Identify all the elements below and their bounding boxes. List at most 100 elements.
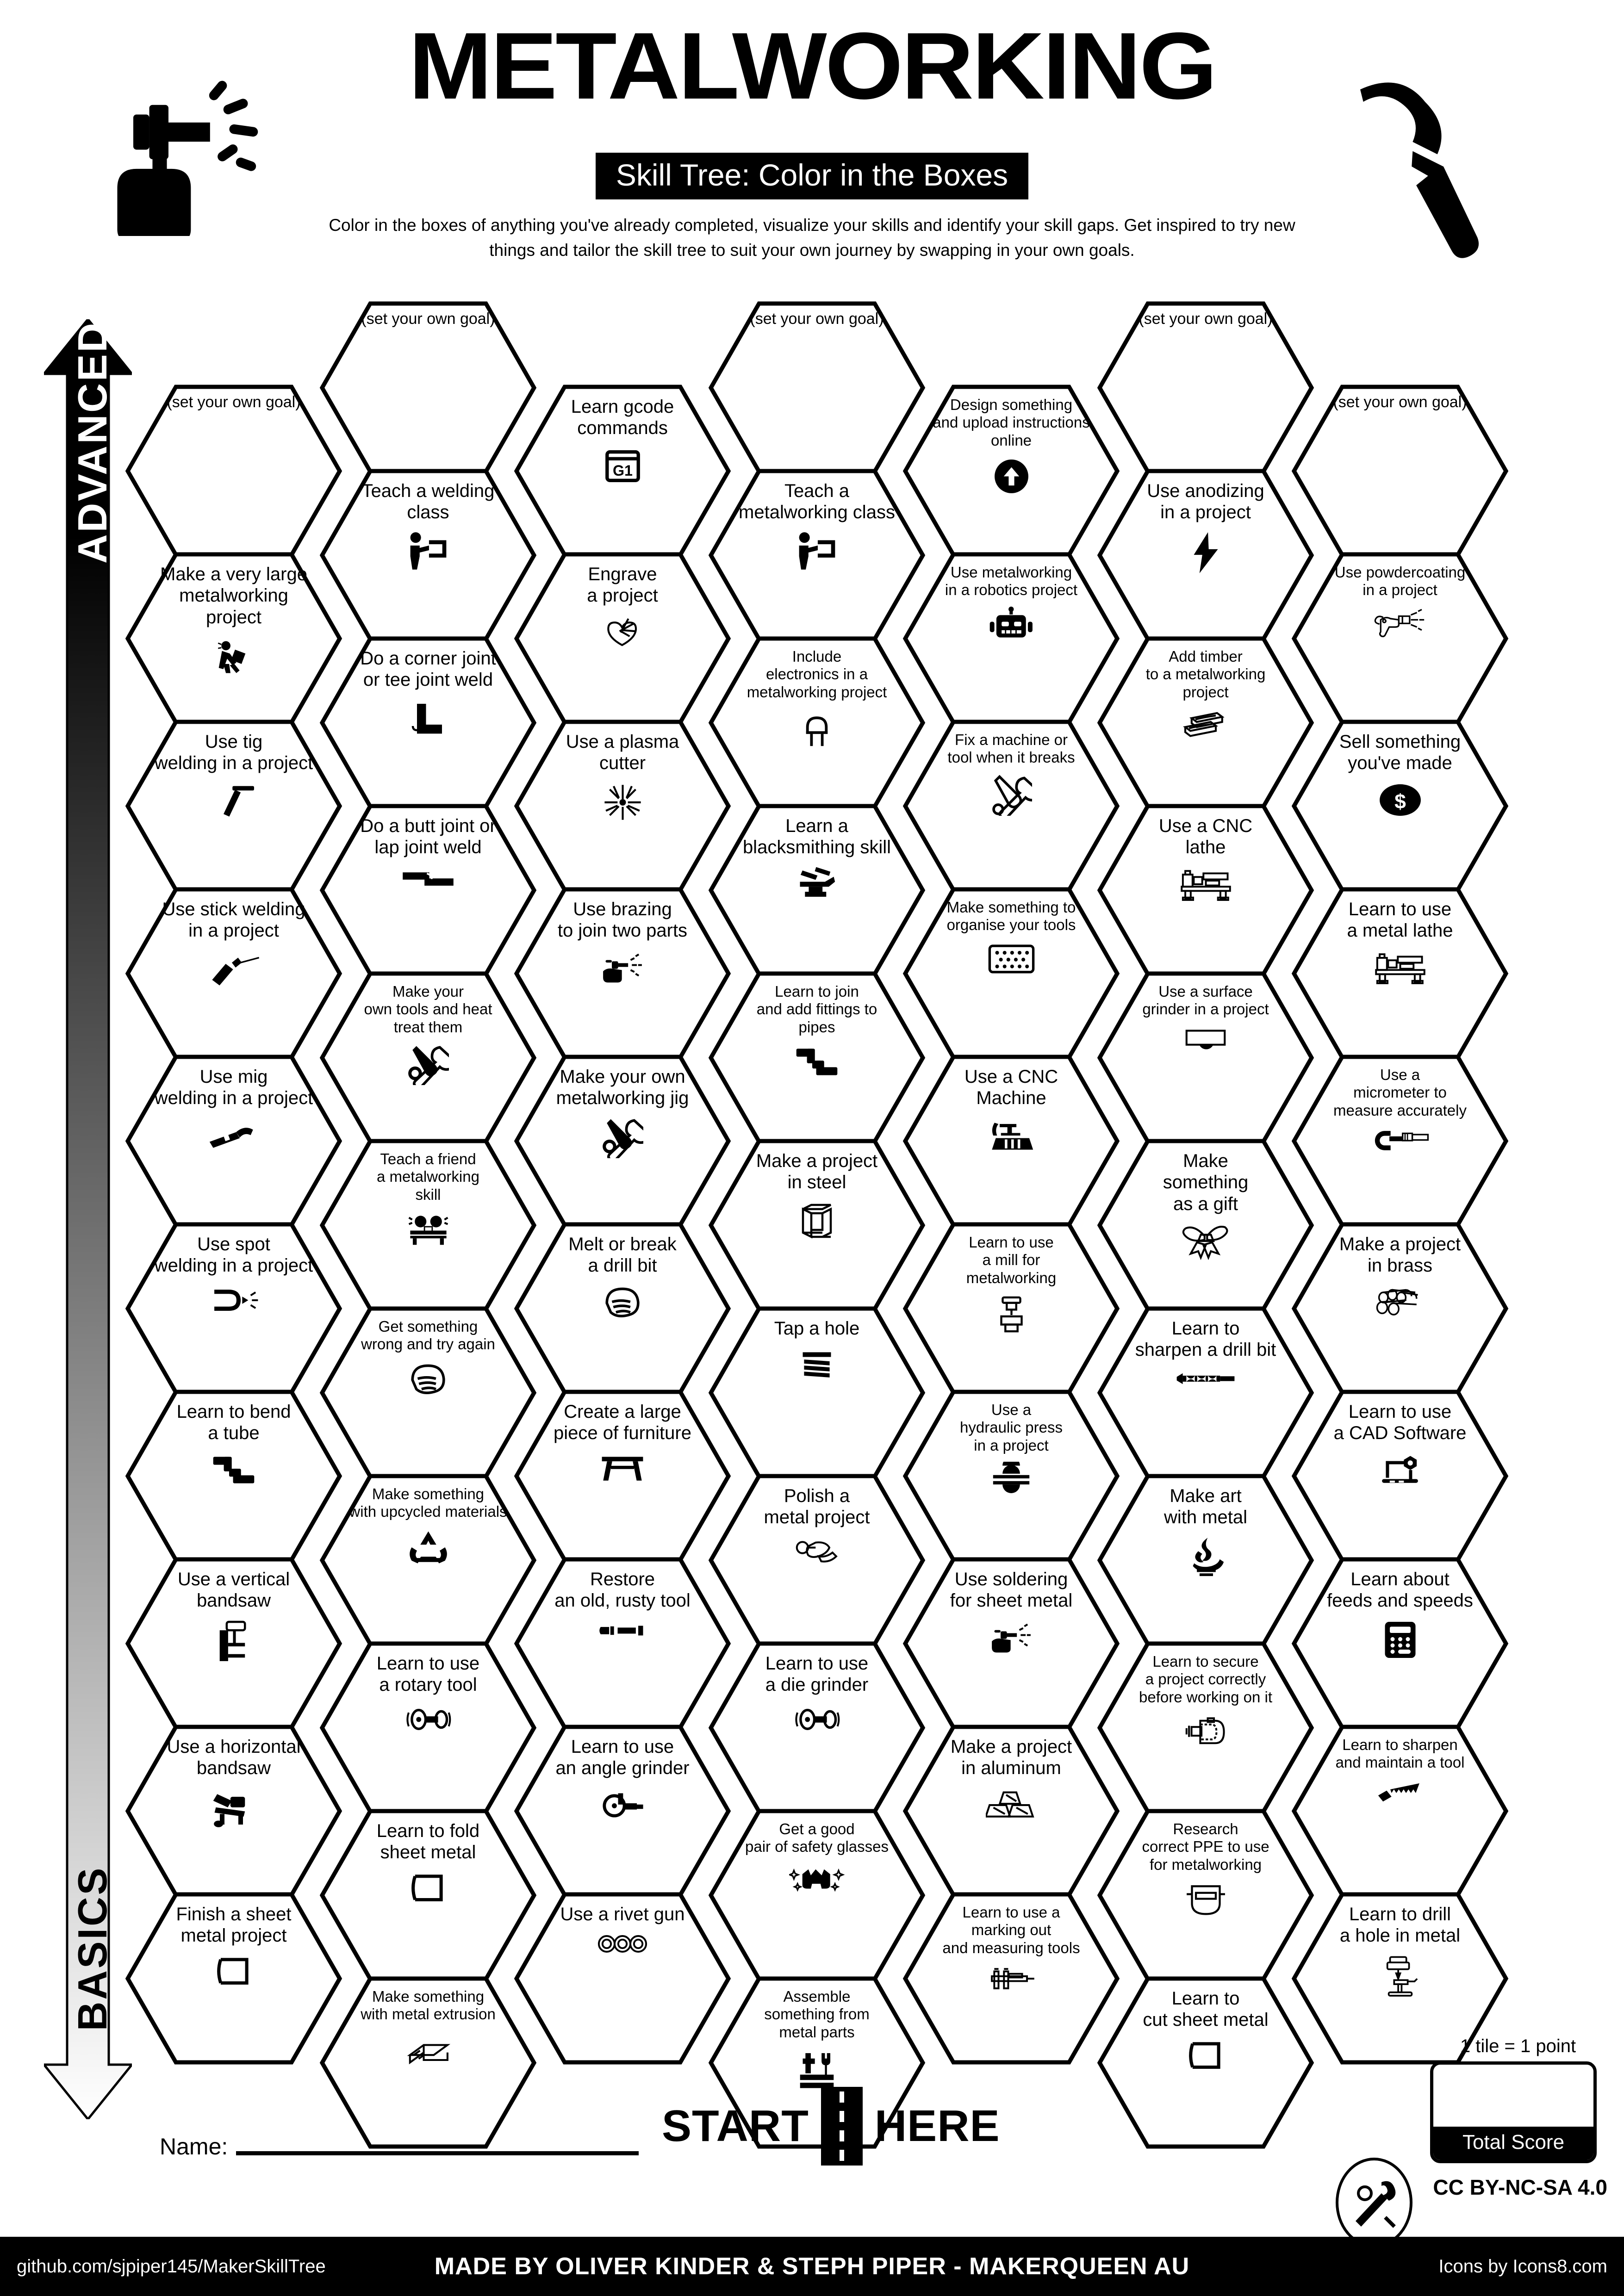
welding-mask-icon <box>1184 1881 1228 1918</box>
skill-tile-label: Melt or break a drill bit <box>568 1234 677 1276</box>
skill-tile[interactable]: Add timber to a metalworking project <box>1097 636 1314 809</box>
skill-tile-label: Learn to cut sheet metal <box>1143 1988 1269 2030</box>
rotary-tool-icon <box>405 1703 451 1736</box>
skill-tile[interactable]: Use metalworking in a robotics project <box>902 552 1120 725</box>
skill-tile[interactable]: Use soldering for sheet metal <box>902 1557 1120 1730</box>
skill-tile[interactable]: Engrave a project <box>514 552 731 725</box>
skill-tile-label: Use soldering for sheet metal <box>950 1569 1073 1611</box>
skill-tile-label: Teach a welding class <box>361 481 495 523</box>
skill-tile-label: Teach a friend a metalworking skill <box>377 1150 479 1203</box>
skill-tile[interactable]: Make something with metal extrusion <box>319 1976 537 2149</box>
ingots-icon <box>986 1787 1037 1824</box>
two-people-icon <box>406 1211 450 1250</box>
skill-tile[interactable]: Melt or break a drill bit <box>514 1222 731 1395</box>
skill-tile[interactable]: Make something to organise your tools <box>902 887 1120 1060</box>
skill-tile[interactable]: Include electronics in a metalworking pr… <box>708 636 926 809</box>
name-write-line[interactable] <box>236 2151 639 2155</box>
skill-tile[interactable]: Teach a welding class <box>319 468 537 642</box>
skill-tile-label: Fix a machine or tool when it breaks <box>947 731 1075 766</box>
skill-tile[interactable]: Make art with metal <box>1097 1473 1314 1647</box>
sheet-metal-fold-icon <box>407 1871 449 1908</box>
skill-tile[interactable]: Learn to use an angle grinder <box>514 1724 731 1898</box>
skill-tile-label: Learn to use an angle grinder <box>555 1737 690 1779</box>
skill-tile[interactable]: Sell something you've made $ <box>1291 719 1509 893</box>
skill-tile[interactable]: Make a project in brass <box>1291 1222 1509 1395</box>
skill-tile[interactable]: Use mig welding in a project <box>125 1054 342 1228</box>
skill-tile-label: Tap a hole <box>774 1318 860 1339</box>
total-score-box[interactable]: Total Score <box>1430 2061 1597 2163</box>
skill-tile[interactable]: Use tig welding in a project <box>125 719 342 893</box>
skill-tile[interactable]: (set your own goal) <box>319 301 537 474</box>
skill-tile[interactable]: Fix a machine or tool when it breaks <box>902 719 1120 893</box>
page-description: Color in the boxes of anything you've al… <box>329 216 1295 260</box>
skill-tile[interactable]: Learn to cut sheet metal <box>1097 1976 1314 2149</box>
skill-tile[interactable]: Use a CNC lathe <box>1097 803 1314 977</box>
skill-tile[interactable]: Learn to use a CAD Software <box>1291 1389 1509 1563</box>
skill-tile[interactable]: (set your own goal) <box>1291 384 1509 558</box>
skill-tile[interactable]: Learn to join and add fittings to pipes <box>708 971 926 1144</box>
skill-tile[interactable]: Use powdercoating in a project <box>1291 552 1509 725</box>
skill-tile[interactable]: Use a rivet gun <box>514 1892 731 2065</box>
skill-tile[interactable]: Learn a blacksmithing skill <box>708 803 926 977</box>
skill-tile-label: Use brazing to join two parts <box>557 899 688 941</box>
skill-tile[interactable]: Use spot welding in a project <box>125 1222 342 1395</box>
gift-bow-icon <box>1179 1222 1232 1261</box>
skill-tile[interactable]: Learn to use a marking out and measuring… <box>902 1892 1120 2065</box>
skill-tile[interactable]: Use stick welding in a project <box>125 887 342 1060</box>
robot-icon <box>987 606 1036 646</box>
skill-tile[interactable]: Use a vertical bandsaw <box>125 1557 342 1730</box>
skill-tile[interactable]: Learn to sharpen and maintain a tool <box>1291 1724 1509 1898</box>
skill-tile[interactable]: Learn to bend a tube <box>125 1389 342 1563</box>
skill-tile[interactable]: Make something with upcycled materials <box>319 1473 537 1647</box>
brazing-torch-icon <box>599 949 646 986</box>
skill-tile[interactable]: Make your own tools and heat treat them <box>319 971 537 1144</box>
skill-tile[interactable]: (set your own goal) <box>1097 301 1314 474</box>
skill-tile[interactable]: Use a surface grinder in a project <box>1097 971 1314 1144</box>
skill-tile[interactable]: Finish a sheet metal project <box>125 1892 342 2065</box>
skill-tile[interactable]: Get something wrong and try again <box>319 1306 537 1479</box>
skill-tile[interactable]: Make a project in aluminum <box>902 1724 1120 1898</box>
skill-tile[interactable]: Learn to use a metal lathe <box>1291 887 1509 1060</box>
skill-tile[interactable]: Learn to drill a hole in metal <box>1291 1892 1509 2065</box>
skill-tile[interactable]: Learn gcode commands G1 <box>514 384 731 558</box>
skill-tile[interactable]: Tap a hole <box>708 1306 926 1479</box>
skill-tile[interactable]: Use anodizing in a project <box>1097 468 1314 642</box>
skill-tile[interactable]: Learn to use a die grinder <box>708 1641 926 1814</box>
skill-tile[interactable]: Learn about feeds and speeds <box>1291 1557 1509 1730</box>
skill-tile[interactable]: Make a project in steel <box>708 1138 926 1312</box>
blowtorch-icon <box>106 60 301 242</box>
skill-tile[interactable]: Use a CNC Machine <box>902 1054 1120 1228</box>
skill-tile[interactable]: Use a hydraulic press in a project <box>902 1389 1120 1563</box>
skill-tile[interactable]: (set your own goal) <box>125 384 342 558</box>
skill-tile[interactable]: Learn to use a rotary tool <box>319 1641 537 1814</box>
skill-tile[interactable]: Learn to use a mill for metalworking <box>902 1222 1120 1395</box>
skill-tile[interactable]: (set your own goal) <box>708 301 926 474</box>
skill-tile[interactable]: Make a very large metalworking project <box>125 552 342 725</box>
start-label: START <box>662 2101 809 2151</box>
bent-tube-icon <box>794 1043 840 1080</box>
skill-tile[interactable]: Learn to fold sheet metal <box>319 1808 537 1982</box>
name-field[interactable]: Name: <box>160 2133 639 2160</box>
skill-tile[interactable]: Assemble something from metal parts <box>708 1976 926 2149</box>
skill-tile[interactable]: Make your own metalworking jig <box>514 1054 731 1228</box>
skill-tile[interactable]: Create a large piece of furniture <box>514 1389 731 1563</box>
skill-tile[interactable]: Teach a friend a metalworking skill <box>319 1138 537 1312</box>
skill-tile[interactable]: Polish a metal project <box>708 1473 926 1647</box>
skill-tile[interactable]: Use a horizontal bandsaw <box>125 1724 342 1898</box>
skill-tile[interactable]: Do a butt joint or lap joint weld <box>319 803 537 977</box>
skill-tile[interactable]: Design something and upload instructions… <box>902 384 1120 558</box>
footer-github-link[interactable]: github.com/sjpiper145/MakerSkillTree <box>17 2256 326 2277</box>
skill-tile[interactable]: Use a plasma cutter <box>514 719 731 893</box>
skill-tile[interactable]: Restore an old, rusty tool <box>514 1557 731 1730</box>
skill-tile[interactable]: Teach a metalworking class <box>708 468 926 642</box>
extrusion-icon <box>405 2031 451 2068</box>
skill-tile[interactable]: Do a corner joint or tee joint weld <box>319 636 537 809</box>
skill-tile[interactable]: Use a micrometer to measure accurately <box>1291 1054 1509 1228</box>
skill-tile[interactable]: Learn to secure a project correctly befo… <box>1097 1641 1314 1814</box>
rivets-icon <box>597 1932 648 1955</box>
skill-tile[interactable]: Use brazing to join two parts <box>514 887 731 1060</box>
skill-tile[interactable]: Research correct PPE to use for metalwor… <box>1097 1808 1314 1982</box>
skill-tile[interactable]: Make something as a gift <box>1097 1138 1314 1312</box>
skill-tile[interactable]: Get a good pair of safety glasses <box>708 1808 926 1982</box>
skill-tile[interactable]: Learn to sharpen a drill bit <box>1097 1306 1314 1479</box>
